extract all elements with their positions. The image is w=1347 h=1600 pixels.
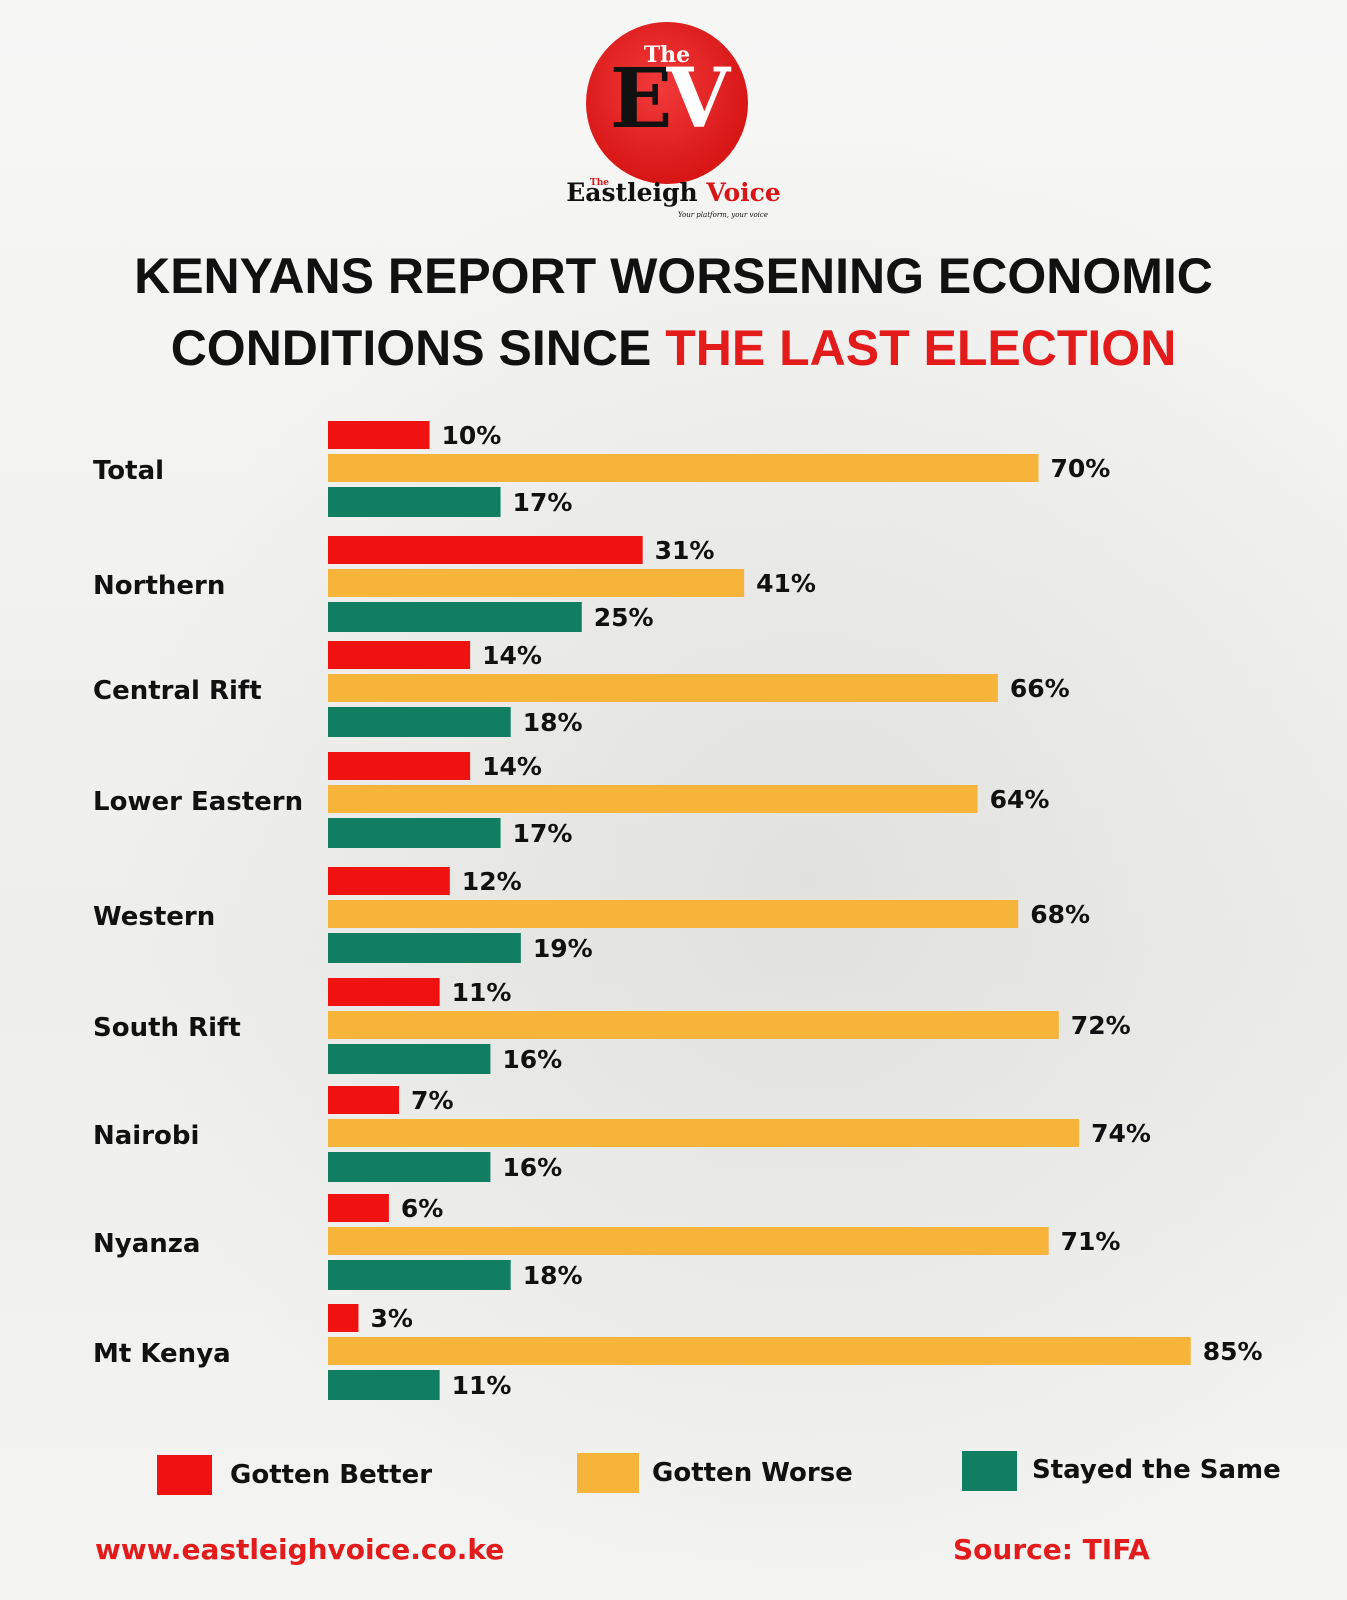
data-label: 3% bbox=[370, 1304, 412, 1333]
bar-chart: Total 10% 70% 17% Northern 31% 41% 25% Central R… bbox=[93, 421, 1263, 1400]
category-label: Total bbox=[93, 456, 164, 486]
data-label: 41% bbox=[756, 569, 816, 598]
bar bbox=[328, 818, 501, 848]
bar bbox=[328, 785, 978, 813]
data-label: 11% bbox=[452, 978, 512, 1007]
data-label: 68% bbox=[1030, 900, 1090, 929]
data-label: 72% bbox=[1071, 1011, 1131, 1040]
bar bbox=[328, 1370, 440, 1400]
category-label: Northern bbox=[93, 571, 225, 601]
data-label: 18% bbox=[523, 1261, 583, 1290]
logo-badge: The EV bbox=[586, 22, 748, 184]
data-label: 71% bbox=[1061, 1227, 1121, 1256]
logo-v: V bbox=[666, 51, 730, 147]
wordmark-main: Eastleigh bbox=[566, 178, 698, 207]
bar bbox=[328, 487, 501, 517]
category-label: Nyanza bbox=[93, 1229, 200, 1259]
bar bbox=[328, 1304, 359, 1332]
bar bbox=[328, 1044, 491, 1074]
bar bbox=[328, 674, 998, 702]
legend-swatch-better bbox=[157, 1455, 212, 1495]
data-label: 74% bbox=[1091, 1119, 1151, 1148]
bar bbox=[328, 707, 511, 737]
data-label: 14% bbox=[482, 641, 542, 670]
footer-source: Source: TIFA bbox=[953, 1533, 1150, 1566]
data-label: 64% bbox=[990, 785, 1050, 814]
bar bbox=[328, 900, 1019, 928]
brand-logo: The EV The Eastleigh Voice Your platform… bbox=[0, 0, 1347, 230]
brand-wordmark: Eastleigh Voice bbox=[520, 178, 827, 207]
bar bbox=[328, 933, 521, 963]
bar bbox=[328, 978, 440, 1006]
bar bbox=[328, 1011, 1059, 1039]
bar bbox=[328, 421, 430, 449]
bar bbox=[328, 602, 582, 632]
title-line-2: CONDITIONS SINCE THE LAST ELECTION bbox=[0, 312, 1347, 384]
data-label: 18% bbox=[523, 708, 583, 737]
page-title: KENYANS REPORT WORSENING ECONOMIC CONDIT… bbox=[0, 240, 1347, 384]
category-label: Lower Eastern bbox=[93, 787, 303, 817]
bar bbox=[328, 1152, 491, 1182]
logo-monogram: EV bbox=[586, 58, 748, 140]
bar-group: Central Rift 14% 66% 18% bbox=[93, 641, 1070, 737]
category-label: Mt Kenya bbox=[93, 1339, 231, 1369]
data-label: 17% bbox=[513, 819, 573, 848]
bar bbox=[328, 569, 745, 597]
data-label: 12% bbox=[462, 867, 522, 896]
bar bbox=[328, 1260, 511, 1290]
bar-group: South Rift 11% 72% 16% bbox=[93, 978, 1131, 1074]
category-label: Central Rift bbox=[93, 676, 262, 706]
brand-tagline: Your platform, your voice bbox=[678, 211, 768, 219]
bar-group: Nairobi 7% 74% 16% bbox=[93, 1086, 1151, 1182]
category-label: Nairobi bbox=[93, 1121, 199, 1151]
bar-group: Western 12% 68% 19% bbox=[93, 867, 1090, 963]
bar bbox=[328, 1086, 400, 1114]
data-label: 16% bbox=[502, 1153, 562, 1182]
title-highlight: THE LAST ELECTION bbox=[665, 320, 1177, 376]
data-label: 11% bbox=[452, 1371, 512, 1400]
bar-group: Lower Eastern 14% 64% 17% bbox=[93, 752, 1049, 848]
footer-url[interactable]: www.eastleighvoice.co.ke bbox=[95, 1533, 505, 1566]
logo-e: E bbox=[609, 51, 672, 147]
title-line-2-plain: CONDITIONS SINCE bbox=[170, 320, 666, 376]
bar-group: Mt Kenya 3% 85% 11% bbox=[93, 1304, 1263, 1400]
wordmark-accent: Voice bbox=[706, 178, 781, 207]
category-label: Western bbox=[93, 902, 215, 932]
data-label: 16% bbox=[502, 1045, 562, 1074]
legend-label-same: Stayed the Same bbox=[1032, 1455, 1281, 1485]
title-line-1: KENYANS REPORT WORSENING ECONOMIC bbox=[134, 248, 1213, 304]
bar bbox=[328, 1227, 1049, 1255]
bar bbox=[328, 1337, 1191, 1365]
data-label: 85% bbox=[1203, 1337, 1263, 1366]
data-label: 6% bbox=[401, 1194, 443, 1223]
bar-group: Northern 31% 41% 25% bbox=[93, 536, 816, 632]
bar bbox=[328, 867, 450, 895]
data-label: 70% bbox=[1051, 454, 1111, 483]
data-label: 17% bbox=[513, 488, 573, 517]
data-label: 66% bbox=[1010, 674, 1070, 703]
legend-swatch-same bbox=[962, 1451, 1017, 1491]
category-label: South Rift bbox=[93, 1013, 241, 1043]
data-label: 31% bbox=[655, 536, 715, 565]
bar-group: Total 10% 70% 17% bbox=[93, 421, 1110, 517]
bar bbox=[328, 536, 643, 564]
legend-label-worse: Gotten Worse bbox=[652, 1458, 853, 1488]
data-label: 19% bbox=[533, 934, 593, 963]
bar bbox=[328, 1194, 389, 1222]
legend-label-better: Gotten Better bbox=[230, 1460, 433, 1490]
bar-group: Nyanza 6% 71% 18% bbox=[93, 1194, 1120, 1290]
data-label: 25% bbox=[594, 603, 654, 632]
logo-the: The bbox=[643, 42, 691, 68]
bar bbox=[328, 641, 471, 669]
data-label: 10% bbox=[442, 421, 502, 450]
wordmark-the: The bbox=[590, 178, 609, 188]
bar bbox=[328, 1119, 1080, 1147]
bar bbox=[328, 454, 1039, 482]
bar bbox=[328, 752, 471, 780]
data-label: 7% bbox=[411, 1086, 453, 1115]
data-label: 14% bbox=[482, 752, 542, 781]
legend-swatch-worse bbox=[577, 1453, 639, 1493]
